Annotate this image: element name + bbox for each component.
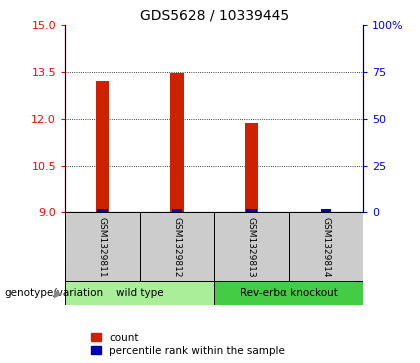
Bar [96,82,109,212]
Bar [170,73,184,212]
Text: GSM1329812: GSM1329812 [173,217,181,277]
Text: GSM1329811: GSM1329811 [98,216,107,277]
Text: GSM1329813: GSM1329813 [247,216,256,277]
Bar [320,209,331,212]
Title: GDS5628 / 10339445: GDS5628 / 10339445 [139,9,289,23]
Bar [139,212,214,281]
Legend: count, percentile rank within the sample: count, percentile rank within the sample [89,330,287,358]
Text: wild type: wild type [116,288,163,298]
Bar [246,209,257,212]
Bar [289,212,363,281]
Bar [65,281,214,305]
Bar [97,209,108,212]
Text: Rev-erbα knockout: Rev-erbα knockout [240,288,338,298]
Bar [214,212,289,281]
Text: genotype/variation: genotype/variation [4,288,103,298]
Text: GSM1329814: GSM1329814 [322,217,331,277]
Text: ▶: ▶ [54,288,62,298]
Bar [171,209,182,212]
Bar [214,281,363,305]
Bar [245,123,258,212]
Bar [65,212,139,281]
